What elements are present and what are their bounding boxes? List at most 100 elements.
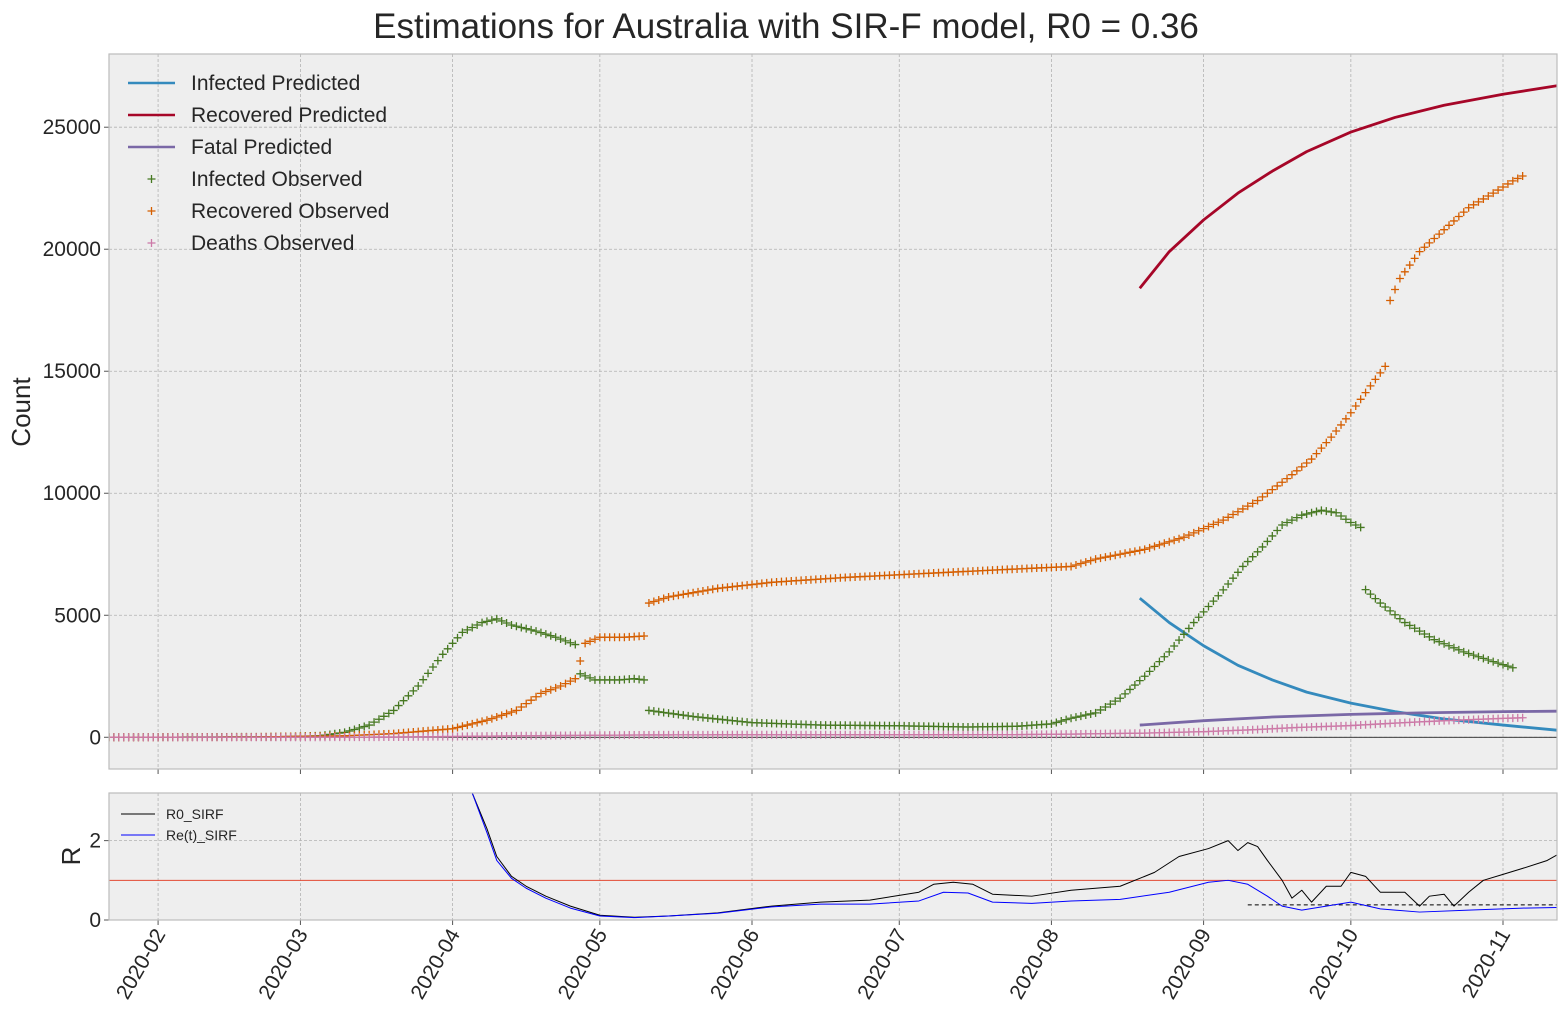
data-point-infected-observed: [443, 644, 452, 653]
data-point-recovered-observed: [669, 592, 678, 601]
data-point-infected-observed: [384, 709, 393, 718]
data-point-recovered-observed: [1253, 496, 1262, 505]
data-point-recovered-observed: [458, 722, 467, 731]
top-panel-y-axis-label: Count: [6, 377, 36, 447]
data-point-recovered-observed: [1150, 542, 1159, 551]
data-point-infected-observed: [1194, 613, 1203, 622]
data-point-recovered-observed: [1258, 492, 1267, 501]
data-point-infected-observed: [669, 709, 678, 718]
data-point-recovered-observed: [1101, 553, 1110, 562]
data-point-recovered-observed: [684, 589, 693, 598]
data-point-infected-observed: [389, 706, 398, 715]
data-point-infected-observed: [1096, 705, 1105, 714]
data-point-infected-observed: [541, 630, 550, 639]
data-point-recovered-observed: [1067, 562, 1076, 571]
data-point-infected-observed: [365, 721, 374, 730]
legend-label-r0-sirf: R0_SIRF: [166, 806, 224, 822]
data-point-recovered-observed: [1273, 481, 1282, 490]
data-point-infected-observed: [448, 639, 457, 648]
data-point-infected-observed: [654, 707, 663, 716]
data-point-infected-observed: [1130, 681, 1139, 690]
data-point-recovered-observed: [571, 674, 580, 683]
data-point-recovered-observed: [1400, 267, 1409, 276]
data-point-recovered-observed: [1361, 388, 1370, 397]
data-point-infected-observed: [1052, 718, 1061, 727]
data-point-recovered-observed: [1209, 520, 1218, 529]
data-point-recovered-observed: [586, 637, 595, 646]
data-point-recovered-observed: [1224, 513, 1233, 522]
data-point-recovered-observed: [1219, 516, 1228, 525]
data-point-recovered-observed: [664, 592, 673, 601]
series-line-fatal-predicted: [1139, 709, 1557, 727]
data-point-infected-observed: [409, 686, 418, 695]
y-tick-label: 5000: [54, 604, 101, 627]
data-point-recovered-observed: [1405, 261, 1414, 270]
data-point-recovered-observed: [1337, 420, 1346, 429]
data-point-recovered-observed: [1204, 522, 1213, 531]
data-point-infected-observed: [1356, 523, 1365, 532]
data-point-infected-observed: [478, 618, 487, 627]
data-point-recovered-observed: [1381, 362, 1390, 371]
x-tick-label: 2020-05: [554, 925, 612, 1003]
data-point-infected-observed: [1489, 657, 1498, 666]
data-point-recovered-observed: [1214, 518, 1223, 527]
data-point-recovered-observed: [1165, 537, 1174, 546]
data-point-infected-observed: [1386, 606, 1395, 615]
data-point-recovered-observed: [698, 586, 707, 595]
data-point-recovered-observed: [566, 677, 575, 686]
data-point-infected-observed: [522, 624, 531, 633]
data-point-recovered-observed: [1268, 485, 1277, 494]
data-point-infected-observed: [463, 625, 472, 634]
data-point-infected-observed: [1179, 630, 1188, 639]
data-point-infected-observed: [1067, 714, 1076, 723]
y-tick-label: 15000: [43, 360, 101, 383]
data-point-infected-observed: [1219, 585, 1228, 594]
data-point-recovered-observed: [1229, 510, 1238, 519]
data-point-infected-observed: [1248, 552, 1257, 561]
data-point-infected-observed: [1170, 642, 1179, 651]
data-point-recovered-observed: [1179, 533, 1188, 542]
data-point-recovered-observed: [502, 709, 511, 718]
data-point-recovered-observed: [1238, 504, 1247, 513]
data-point-recovered-observed: [1420, 243, 1429, 252]
data-point-infected-observed: [1175, 636, 1184, 645]
data-point-infected-observed: [1292, 513, 1301, 522]
bottom-panel: 0 2 R0_SIRF Re(t)_SIRF: [89, 792, 1558, 932]
data-point-infected-observed: [1381, 602, 1390, 611]
data-point-recovered-observed: [581, 639, 590, 648]
data-point-infected-observed: [1430, 635, 1439, 644]
data-point-infected-observed: [1263, 537, 1272, 546]
data-point-infected-observed: [551, 633, 560, 642]
data-point-recovered-observed: [703, 586, 712, 595]
data-point-infected-observed: [1297, 511, 1306, 520]
data-point-recovered-observed: [532, 692, 541, 701]
data-point-infected-observed: [370, 718, 379, 727]
data-point-infected-observed: [492, 614, 501, 623]
data-point-recovered-observed: [522, 699, 531, 708]
data-point-infected-observed: [1469, 651, 1478, 660]
data-point-infected-observed: [581, 671, 590, 680]
data-point-infected-observed: [1508, 663, 1517, 672]
data-point-recovered-observed: [1518, 172, 1527, 181]
data-point-recovered-observed: [1435, 230, 1444, 239]
data-point-infected-observed: [1091, 708, 1100, 717]
data-point-recovered-observed: [679, 590, 688, 599]
plot-frame: [108, 53, 1558, 770]
data-point-recovered-observed: [1121, 549, 1130, 558]
data-point-recovered-observed: [1332, 427, 1341, 436]
data-point-recovered-observed: [1445, 221, 1454, 230]
data-point-recovered-observed: [1391, 285, 1400, 294]
data-point-recovered-observed: [1170, 536, 1179, 545]
data-point-infected-observed: [1440, 639, 1449, 648]
data-point-recovered-observed: [536, 689, 545, 698]
data-point-recovered-observed: [1464, 203, 1473, 212]
data-point-recovered-observed: [1351, 402, 1360, 411]
data-point-infected-observed: [468, 623, 477, 632]
data-point-infected-observed: [1484, 656, 1493, 665]
y-tick-label: 20000: [43, 238, 101, 261]
data-point-recovered-observed: [590, 635, 599, 644]
data-point-infected-observed: [1415, 627, 1424, 636]
data-point-infected-observed: [1101, 703, 1110, 712]
data-point-infected-observed: [527, 625, 536, 634]
data-point-recovered-observed: [1145, 543, 1154, 552]
